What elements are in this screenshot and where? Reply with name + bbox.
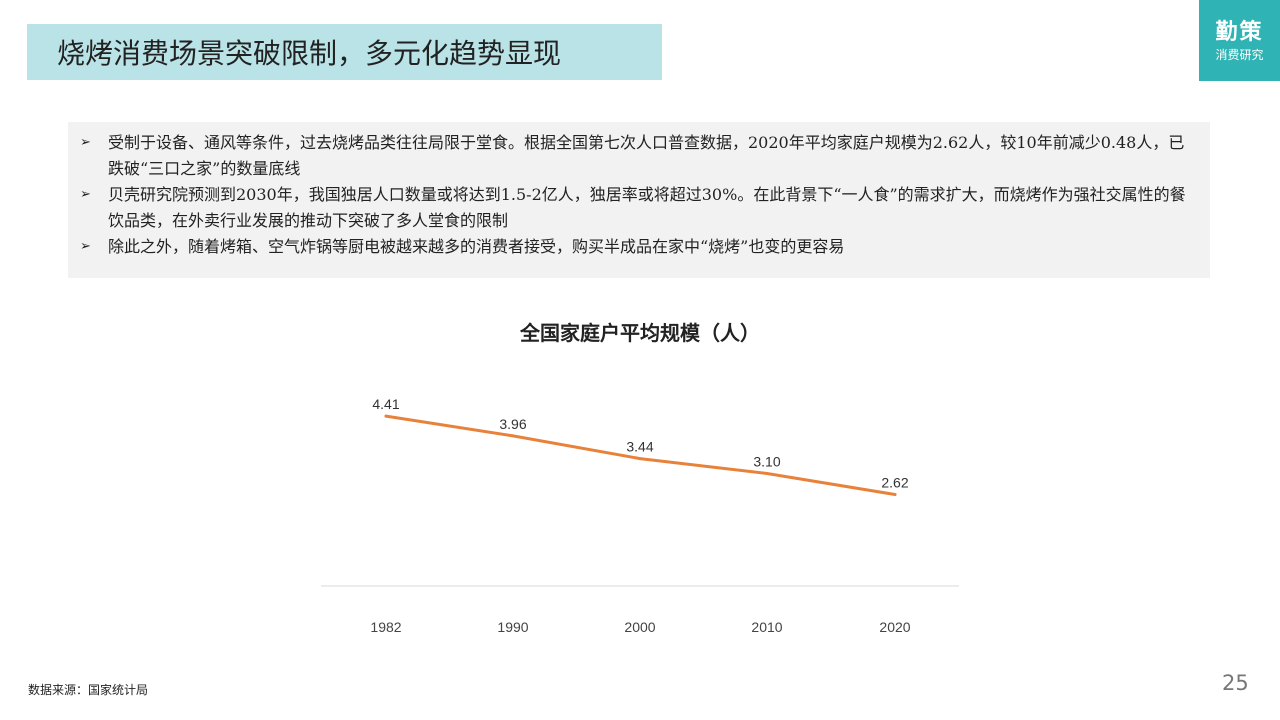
- bullet-arrow-icon: ➢: [80, 187, 91, 202]
- data-label: 2.62: [881, 475, 908, 491]
- bullet-item: ➢ 受制于设备、通风等条件，过去烧烤品类往往局限于堂食。根据全国第七次人口普查数…: [80, 130, 1198, 182]
- data-point: [638, 457, 642, 461]
- data-label: 3.44: [626, 439, 653, 455]
- series-line: [384, 414, 897, 496]
- x-tick-label: 1990: [497, 619, 528, 635]
- bullet-text: 除此之外，随着烤箱、空气炸锅等厨电被越来越多的消费者接受，购买半成品在家中“烧烤…: [108, 237, 845, 256]
- bullet-arrow-icon: ➢: [80, 239, 91, 254]
- data-point: [511, 434, 515, 438]
- x-tick-label: 2000: [624, 619, 655, 635]
- bullet-item: ➢ 除此之外，随着烤箱、空气炸锅等厨电被越来越多的消费者接受，购买半成品在家中“…: [80, 234, 1198, 260]
- bullet-list: ➢ 受制于设备、通风等条件，过去烧烤品类往往局限于堂食。根据全国第七次人口普查数…: [68, 122, 1210, 278]
- brand-logo: 勤策 消费研究: [1199, 0, 1280, 81]
- bullet-text: 贝壳研究院预测到2030年，我国独居人口数量或将达到1.5-2亿人，独居率或将超…: [108, 185, 1186, 230]
- data-point: [893, 493, 897, 496]
- data-point: [384, 414, 388, 418]
- x-tick-label: 1982: [370, 619, 401, 635]
- data-point: [765, 472, 769, 475]
- bullet-text: 受制于设备、通风等条件，过去烧烤品类往往局限于堂食。根据全国第七次人口普查数据，…: [108, 133, 1185, 178]
- data-label: 3.10: [753, 454, 780, 470]
- logo-name: 勤策: [1215, 18, 1264, 45]
- x-tick-label: 2020: [879, 619, 910, 635]
- page-number: 25: [1222, 671, 1249, 695]
- page-title: 烧烤消费场景突破限制，多元化趋势显现: [27, 24, 662, 80]
- chart-title: 全国家庭户平均规模（人）: [520, 321, 760, 345]
- logo-subtitle: 消费研究: [1215, 47, 1264, 62]
- x-tick-label: 2010: [751, 619, 782, 635]
- data-label: 3.96: [499, 416, 526, 432]
- bullet-item: ➢ 贝壳研究院预测到2030年，我国独居人口数量或将达到1.5-2亿人，独居率或…: [80, 182, 1198, 234]
- data-source: 数据来源：国家统计局: [28, 683, 149, 697]
- bullet-arrow-icon: ➢: [80, 135, 91, 150]
- data-label: 4.41: [372, 396, 399, 412]
